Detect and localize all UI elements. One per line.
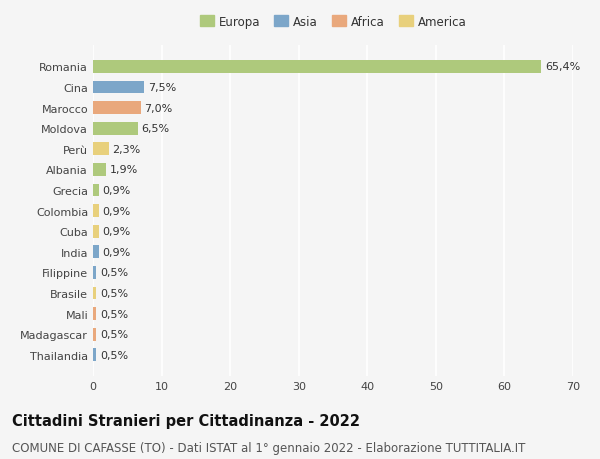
Text: 7,5%: 7,5% xyxy=(148,83,176,93)
Bar xyxy=(93,266,97,279)
Legend: Europa, Asia, Africa, America: Europa, Asia, Africa, America xyxy=(195,11,471,34)
Text: 0,5%: 0,5% xyxy=(100,288,128,298)
Text: 0,9%: 0,9% xyxy=(103,247,131,257)
Text: 65,4%: 65,4% xyxy=(545,62,580,72)
Text: 0,9%: 0,9% xyxy=(103,206,131,216)
Bar xyxy=(93,143,109,156)
Bar xyxy=(93,246,99,258)
Bar xyxy=(93,225,99,238)
Text: 6,5%: 6,5% xyxy=(141,124,169,134)
Bar xyxy=(93,102,141,115)
Bar xyxy=(93,184,99,197)
Bar xyxy=(93,205,99,218)
Bar xyxy=(93,81,145,94)
Text: 0,9%: 0,9% xyxy=(103,227,131,237)
Bar xyxy=(93,164,106,176)
Bar xyxy=(93,287,97,300)
Bar xyxy=(93,308,97,320)
Bar xyxy=(93,328,97,341)
Bar xyxy=(93,61,541,73)
Text: COMUNE DI CAFASSE (TO) - Dati ISTAT al 1° gennaio 2022 - Elaborazione TUTTITALIA: COMUNE DI CAFASSE (TO) - Dati ISTAT al 1… xyxy=(12,441,526,453)
Text: 0,5%: 0,5% xyxy=(100,350,128,360)
Text: 2,3%: 2,3% xyxy=(112,145,140,155)
Text: 0,9%: 0,9% xyxy=(103,185,131,196)
Text: 0,5%: 0,5% xyxy=(100,268,128,278)
Bar xyxy=(93,123,137,135)
Text: Cittadini Stranieri per Cittadinanza - 2022: Cittadini Stranieri per Cittadinanza - 2… xyxy=(12,413,360,428)
Text: 7,0%: 7,0% xyxy=(145,103,173,113)
Text: 0,5%: 0,5% xyxy=(100,309,128,319)
Bar xyxy=(93,349,97,361)
Text: 1,9%: 1,9% xyxy=(109,165,138,175)
Text: 0,5%: 0,5% xyxy=(100,330,128,339)
